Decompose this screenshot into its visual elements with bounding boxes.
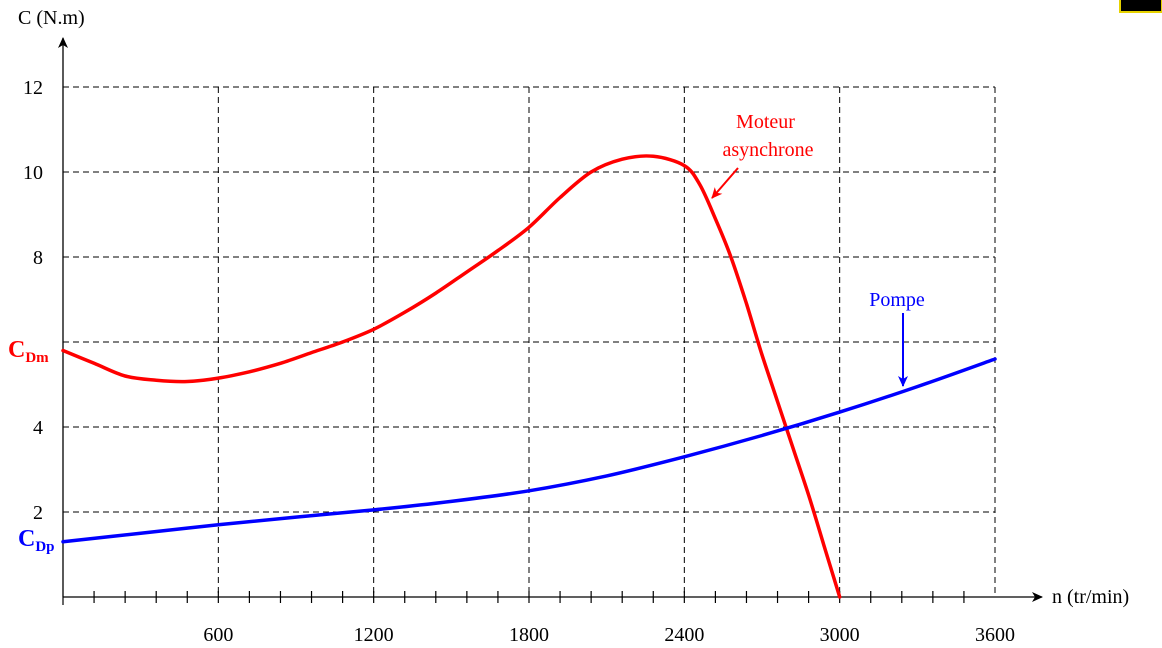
cdp-label: CDp bbox=[18, 526, 55, 555]
cdp-main: C bbox=[18, 526, 35, 552]
series bbox=[61, 154, 997, 599]
cdp-sub: Dp bbox=[35, 539, 54, 555]
corner-box bbox=[1119, 0, 1162, 13]
axes bbox=[58, 37, 1043, 605]
series-line-moteur-asynchrone bbox=[61, 154, 842, 599]
y-axis-title: C (N.m) bbox=[18, 7, 85, 29]
x-tick-label: 1800 bbox=[509, 624, 549, 646]
x-tick-label: 600 bbox=[203, 624, 233, 646]
grid bbox=[63, 86, 996, 597]
annotations: Moteur asynchrone Pompe CDm CDp bbox=[8, 111, 925, 555]
moteur-label-line2: asynchrone bbox=[722, 139, 813, 161]
x-tick-label: 3000 bbox=[820, 624, 860, 646]
moteur-pointer-arrow bbox=[711, 167, 739, 199]
y-tick-label: 10 bbox=[23, 162, 43, 184]
y-tick-label: 12 bbox=[23, 77, 43, 99]
tick-labels: 600 1200 1800 2400 3000 3600 2 4 8 10 12 bbox=[23, 77, 1015, 646]
moteur-label: Moteur asynchrone bbox=[722, 111, 813, 161]
cdm-label: CDm bbox=[8, 337, 49, 366]
x-tick-label: 3600 bbox=[975, 624, 1015, 646]
y-tick-label: 8 bbox=[33, 247, 43, 269]
pompe-label: Pompe bbox=[869, 289, 925, 311]
series-line-pompe bbox=[61, 357, 997, 544]
y-tick-label: 2 bbox=[33, 502, 43, 524]
moteur-label-line1: Moteur bbox=[736, 111, 795, 133]
x-tick-label: 2400 bbox=[664, 624, 704, 646]
x-axis-title: n (tr/min) bbox=[1052, 586, 1129, 608]
cdm-sub: Dm bbox=[25, 350, 49, 366]
y-tick-label: 4 bbox=[33, 417, 43, 439]
cdm-main: C bbox=[8, 337, 25, 363]
x-tick-label: 1200 bbox=[354, 624, 394, 646]
